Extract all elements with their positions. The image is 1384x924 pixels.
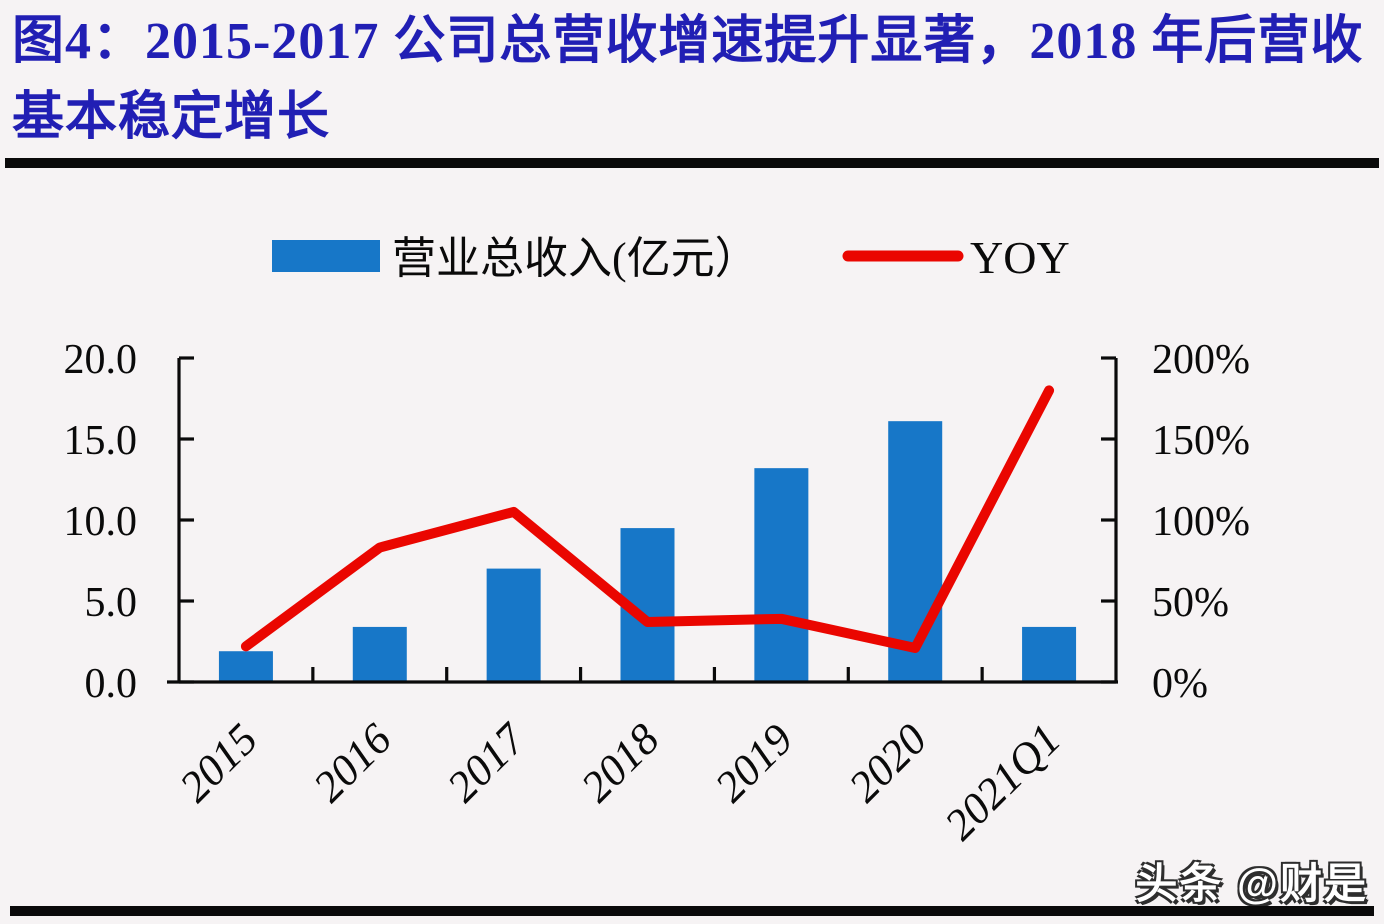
bar-2016 — [352, 626, 407, 682]
x-axis-label-2021Q1: 2021Q1 — [935, 714, 1070, 849]
x-axis-label-2019: 2019 — [706, 714, 803, 811]
x-axis-label-2020: 2020 — [839, 714, 936, 811]
bar-2017 — [486, 568, 541, 682]
x-axis-label-2017: 2017 — [438, 713, 536, 811]
left-axis-label: 5.0 — [85, 580, 138, 626]
x-axis-label-2016: 2016 — [304, 714, 401, 811]
title-divider — [5, 158, 1379, 168]
plot-area: 0.0 5.0 10.0 15.0 20.0 0% 50% 100% 150% 200% 2015 2… — [64, 337, 1251, 849]
footer-divider — [10, 906, 1374, 916]
watermark: 头条 @财是 — [1135, 860, 1368, 907]
yoy-line — [240, 385, 1055, 653]
legend: 营业总收入(亿元） YOY — [272, 232, 1070, 283]
figure-title: 图4：2015-2017 公司总营收增速提升显著，2018 年后营收基本稳定增长 — [12, 13, 1364, 146]
legend-line-label: YOY — [970, 232, 1070, 283]
x-axis-label-2018: 2018 — [572, 714, 669, 811]
bar-2021Q1 — [1022, 626, 1077, 682]
bar-2015 — [218, 651, 273, 682]
right-axis-label: 50% — [1152, 580, 1229, 626]
right-axis-label: 100% — [1152, 499, 1250, 545]
x-axis-label-2015: 2015 — [170, 714, 267, 811]
right-axis-label: 200% — [1152, 337, 1250, 383]
left-axis-label: 20.0 — [64, 337, 138, 383]
legend-bar-swatch — [272, 240, 380, 272]
legend-bar-label: 营业总收入(亿元） — [392, 234, 759, 283]
right-axis-label: 0% — [1152, 661, 1208, 707]
right-axis-label: 150% — [1152, 418, 1250, 464]
left-axis-label: 0.0 — [85, 661, 138, 707]
left-axis-label: 10.0 — [64, 499, 138, 545]
bar-2019 — [754, 468, 809, 682]
left-axis-label: 15.0 — [64, 418, 138, 464]
